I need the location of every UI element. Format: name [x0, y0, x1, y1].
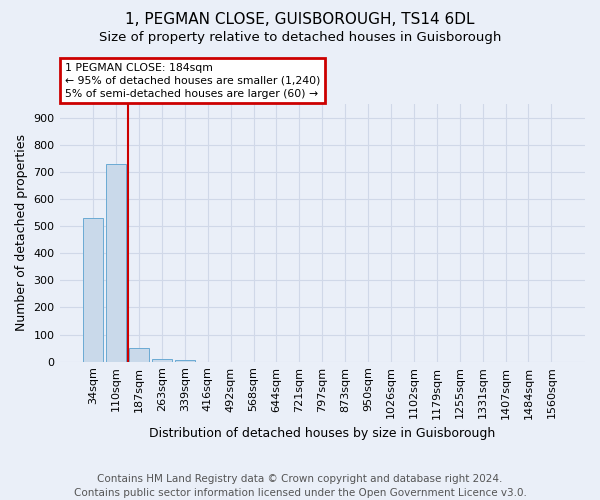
Y-axis label: Number of detached properties: Number of detached properties: [15, 134, 28, 332]
Bar: [106, 164, 126, 362]
Bar: [175, 360, 194, 362]
Text: Size of property relative to detached houses in Guisborough: Size of property relative to detached ho…: [99, 31, 501, 44]
Text: Contains HM Land Registry data © Crown copyright and database right 2024.
Contai: Contains HM Land Registry data © Crown c…: [74, 474, 526, 498]
Text: 1 PEGMAN CLOSE: 184sqm
← 95% of detached houses are smaller (1,240)
5% of semi-d: 1 PEGMAN CLOSE: 184sqm ← 95% of detached…: [65, 62, 320, 99]
Bar: [83, 218, 103, 362]
Text: 1, PEGMAN CLOSE, GUISBOROUGH, TS14 6DL: 1, PEGMAN CLOSE, GUISBOROUGH, TS14 6DL: [125, 12, 475, 28]
X-axis label: Distribution of detached houses by size in Guisborough: Distribution of detached houses by size …: [149, 427, 496, 440]
Bar: [129, 348, 149, 362]
Bar: [152, 359, 172, 362]
